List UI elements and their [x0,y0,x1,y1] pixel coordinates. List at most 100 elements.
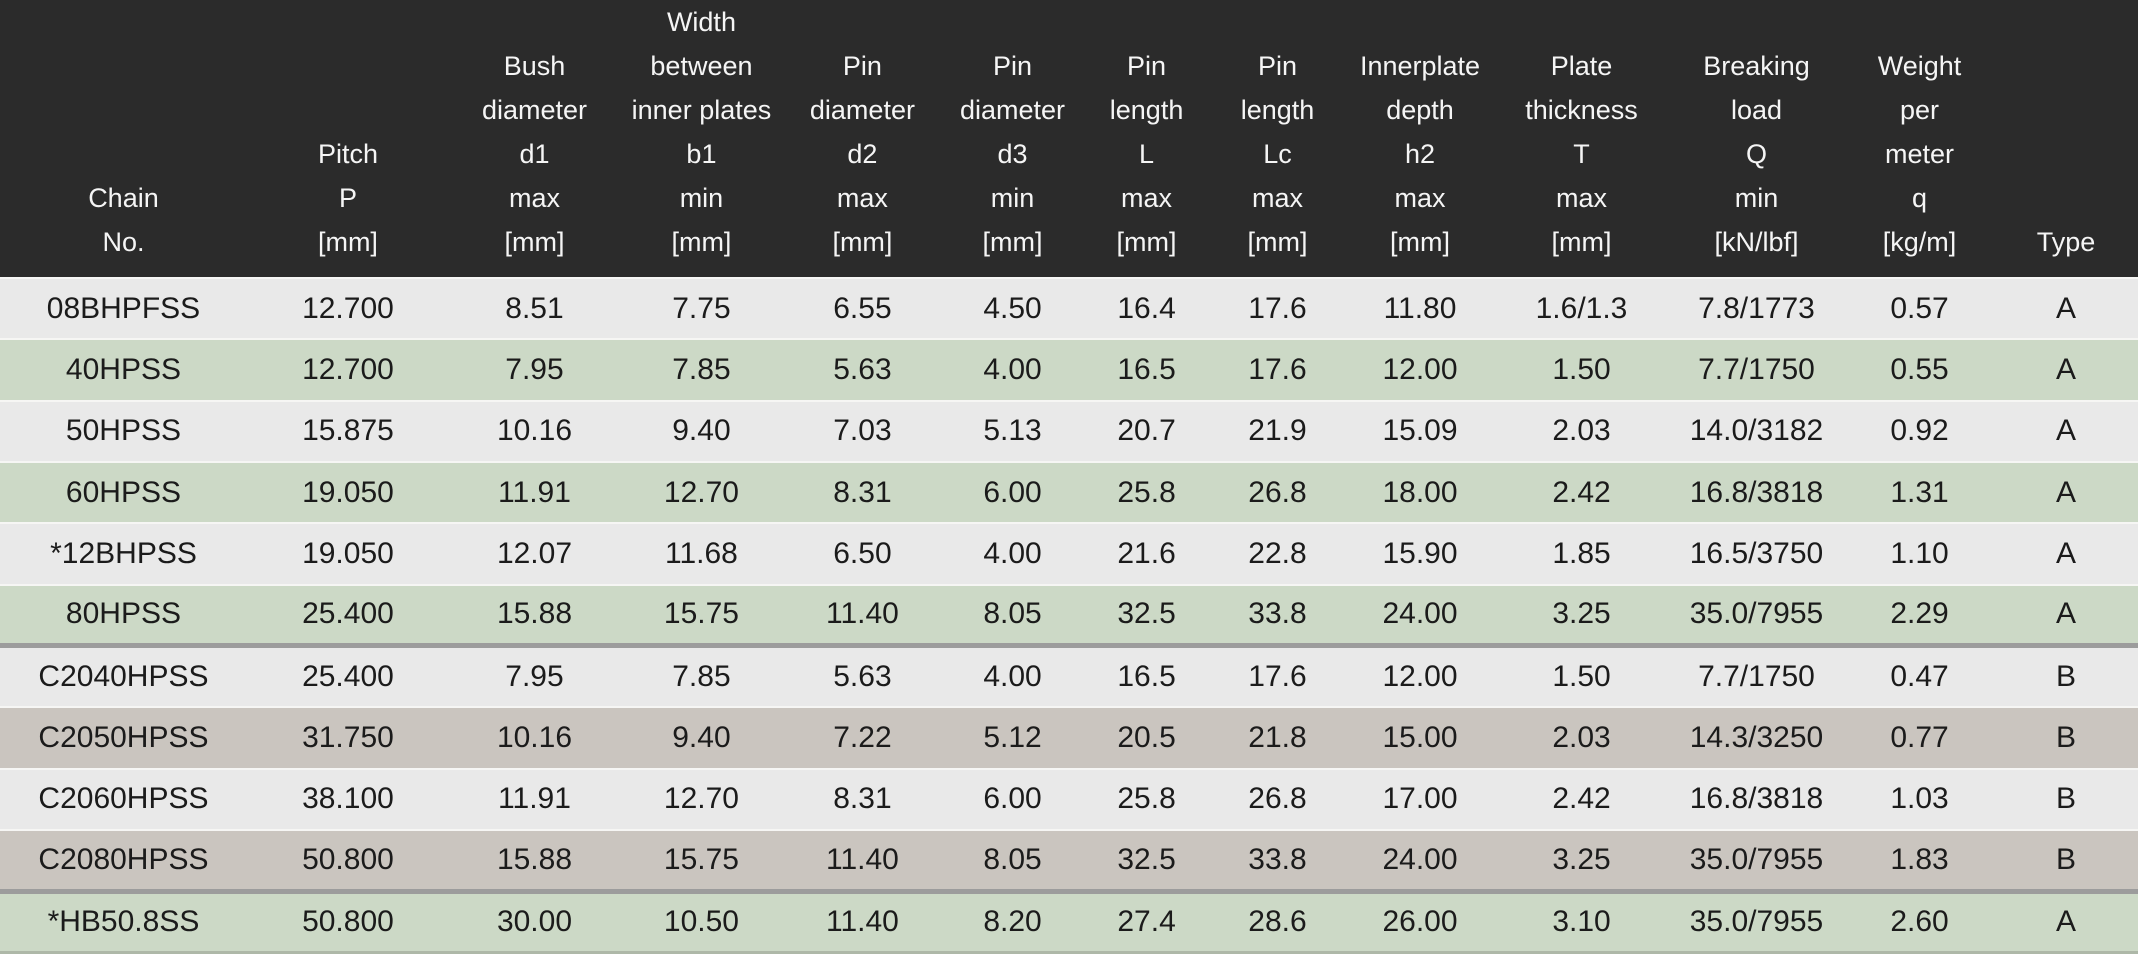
value-cell-bush-diameter: 8.51 [448,278,620,340]
value-cell-bush-diameter: 10.16 [448,707,620,769]
value-cell-pitch: 50.800 [246,891,449,953]
value-cell-pitch: 50.800 [246,829,449,892]
value-cell-pin-diameter-d3: 4.00 [941,339,1084,401]
value-cell-pin-length-lc: 21.9 [1210,400,1345,462]
value-cell-width-between-inner-plates: 7.85 [620,339,783,401]
value-cell-pin-length-l: 27.4 [1083,891,1211,953]
value-cell-pin-diameter-d2: 11.40 [782,829,942,892]
value-cell-innerplate-depth: 15.00 [1344,707,1496,769]
value-cell-pitch: 19.050 [246,461,449,524]
value-cell-bush-diameter: 10.16 [448,400,620,462]
value-cell-pin-length-l: 16.5 [1083,645,1211,708]
value-cell-plate-thickness: 2.03 [1495,707,1668,769]
chain-no-cell: *12BHPSS [0,523,247,585]
value-cell-pitch: 12.700 [246,339,449,401]
table-row-40hpss: 40HPSS 12.700 7.95 7.85 5.63 4.00 16.5 17.6 12.0… [0,339,2138,401]
value-cell-width-between-inner-plates: 7.85 [620,645,783,708]
value-cell-weight-per-meter: 0.92 [1845,400,1995,462]
value-cell-weight-per-meter: 1.03 [1845,768,1995,830]
table-row-50hpss: 50HPSS 15.875 10.16 9.40 7.03 5.13 20.7 21.9 15.… [0,400,2138,462]
table-row-c2050hpss: C2050HPSS 31.750 10.16 9.40 7.22 5.12 20.5 21.8… [0,707,2138,769]
value-cell-width-between-inner-plates: 9.40 [620,400,783,462]
value-cell-width-between-inner-plates: 15.75 [620,829,783,892]
value-cell-pin-diameter-d3: 6.00 [941,461,1084,524]
chain-no-cell: C2040HPSS [0,645,247,708]
value-cell-pin-diameter-d2: 6.50 [782,523,942,585]
value-cell-pin-length-lc: 22.8 [1210,523,1345,585]
column-header-pin-length-lc: Pin length Lc max [mm] [1210,0,1345,278]
value-cell-pitch: 38.100 [246,768,449,830]
chain-no-cell: 50HPSS [0,400,247,462]
value-cell-pin-length-lc: 28.6 [1210,891,1345,953]
value-cell-bush-diameter: 7.95 [448,645,620,708]
value-cell-breaking-load: 35.0/7955 [1667,584,1845,646]
value-cell-pin-length-lc: 17.6 [1210,339,1345,401]
value-cell-breaking-load: 7.7/1750 [1667,645,1845,708]
value-cell-pin-length-l: 16.4 [1083,278,1211,340]
value-cell-weight-per-meter: 1.10 [1845,523,1995,585]
value-cell-breaking-load: 7.8/1773 [1667,278,1845,340]
value-cell-type: A [1994,339,2138,401]
value-cell-plate-thickness: 3.25 [1495,829,1668,892]
value-cell-innerplate-depth: 24.00 [1344,584,1496,646]
chain-no-cell: 08BHPFSS [0,278,247,340]
value-cell-width-between-inner-plates: 12.70 [620,461,783,524]
value-cell-plate-thickness: 3.25 [1495,584,1668,646]
value-cell-pin-diameter-d2: 5.63 [782,645,942,708]
value-cell-breaking-load: 7.7/1750 [1667,339,1845,401]
table-body: 08BHPFSS 12.700 8.51 7.75 6.55 4.50 16.4 17.6 11… [0,278,2138,953]
value-cell-bush-diameter: 15.88 [448,829,620,892]
value-cell-innerplate-depth: 17.00 [1344,768,1496,830]
value-cell-type: A [1994,461,2138,524]
value-cell-type: A [1994,891,2138,953]
value-cell-innerplate-depth: 12.00 [1344,339,1496,401]
value-cell-pin-length-l: 25.8 [1083,461,1211,524]
value-cell-weight-per-meter: 0.47 [1845,645,1995,708]
value-cell-plate-thickness: 1.85 [1495,523,1668,585]
chain-no-cell: C2060HPSS [0,768,247,830]
value-cell-pin-length-l: 16.5 [1083,339,1211,401]
value-cell-pin-diameter-d3: 8.05 [941,829,1084,892]
value-cell-bush-diameter: 11.91 [448,768,620,830]
value-cell-pin-diameter-d2: 8.31 [782,768,942,830]
table-row--hb50-8ss: *HB50.8SS 50.800 30.00 10.50 11.40 8.20 27.4 28… [0,891,2138,953]
value-cell-innerplate-depth: 15.90 [1344,523,1496,585]
column-header-type: Type [1994,0,2138,278]
chain-no-cell: 40HPSS [0,339,247,401]
table-row-80hpss: 80HPSS 25.400 15.88 15.75 11.40 8.05 32.5 33.8 2… [0,584,2138,646]
value-cell-pin-diameter-d2: 7.22 [782,707,942,769]
value-cell-bush-diameter: 30.00 [448,891,620,953]
value-cell-plate-thickness: 1.6/1.3 [1495,278,1668,340]
value-cell-pin-diameter-d3: 4.50 [941,278,1084,340]
value-cell-pin-length-l: 25.8 [1083,768,1211,830]
column-header-innerplate-depth: Innerplate depth h2 max [mm] [1344,0,1496,278]
value-cell-plate-thickness: 2.42 [1495,768,1668,830]
value-cell-width-between-inner-plates: 9.40 [620,707,783,769]
value-cell-pitch: 19.050 [246,523,449,585]
value-cell-pin-diameter-d2: 11.40 [782,584,942,646]
value-cell-bush-diameter: 12.07 [448,523,620,585]
value-cell-breaking-load: 35.0/7955 [1667,829,1845,892]
value-cell-pin-diameter-d3: 5.12 [941,707,1084,769]
value-cell-width-between-inner-plates: 11.68 [620,523,783,585]
value-cell-innerplate-depth: 18.00 [1344,461,1496,524]
chain-no-cell: C2080HPSS [0,829,247,892]
value-cell-pin-length-l: 21.6 [1083,523,1211,585]
header-row: Chain No. Pitch P [mm] Bush diameter d1 max [mm] W… [0,0,2138,278]
chain-no-cell: 60HPSS [0,461,247,524]
table-row-c2080hpss: C2080HPSS 50.800 15.88 15.75 11.40 8.05 32.5 33… [0,829,2138,892]
value-cell-pitch: 31.750 [246,707,449,769]
value-cell-weight-per-meter: 0.77 [1845,707,1995,769]
value-cell-width-between-inner-plates: 7.75 [620,278,783,340]
value-cell-innerplate-depth: 26.00 [1344,891,1496,953]
value-cell-breaking-load: 16.8/3818 [1667,768,1845,830]
value-cell-bush-diameter: 7.95 [448,339,620,401]
value-cell-plate-thickness: 1.50 [1495,339,1668,401]
table-row-60hpss: 60HPSS 19.050 11.91 12.70 8.31 6.00 25.8 26.8 18… [0,461,2138,524]
value-cell-pitch: 25.400 [246,584,449,646]
value-cell-innerplate-depth: 24.00 [1344,829,1496,892]
value-cell-pin-diameter-d2: 5.63 [782,339,942,401]
chain-no-cell: C2050HPSS [0,707,247,769]
